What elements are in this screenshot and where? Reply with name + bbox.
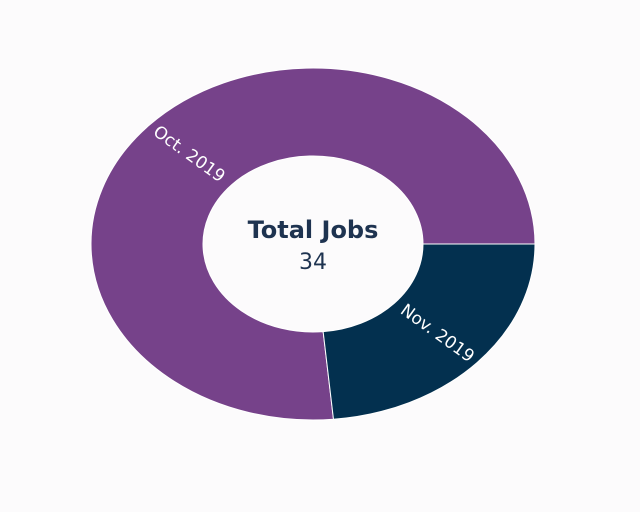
slice-group: [90, 67, 536, 421]
center-title: Total Jobs: [248, 216, 379, 244]
donut-slice-2[interactable]: [322, 243, 536, 420]
center-value: 34: [299, 250, 327, 275]
donut-slice-1[interactable]: [90, 67, 536, 421]
